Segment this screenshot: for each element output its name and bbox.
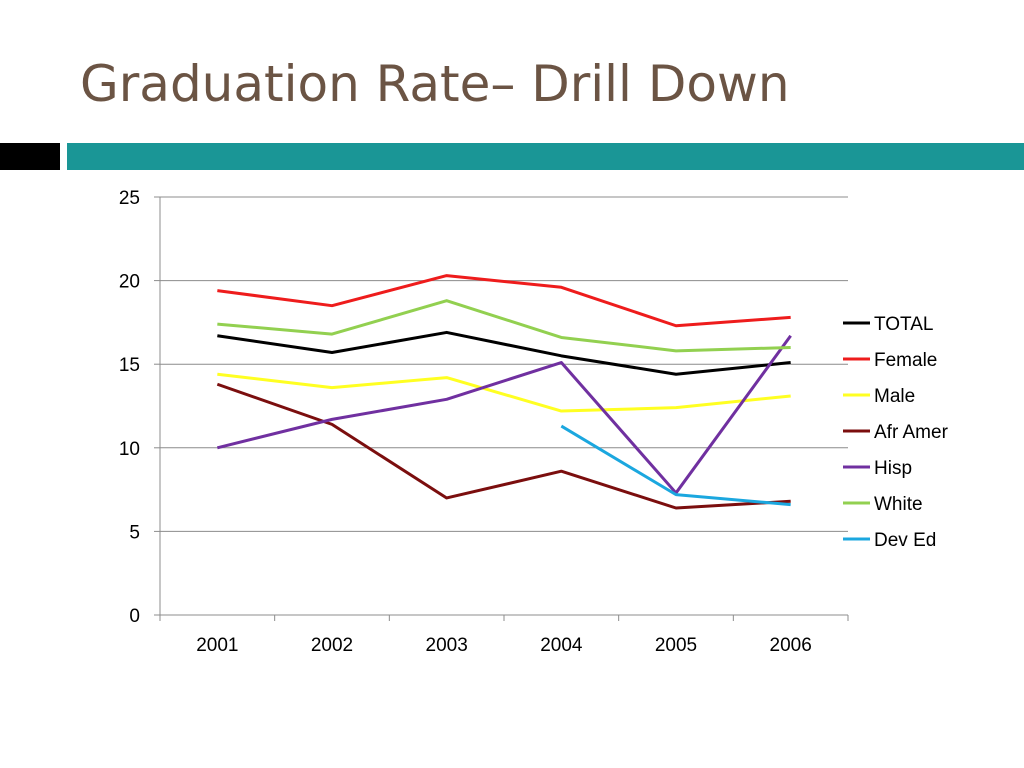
series-line-male — [217, 372, 791, 413]
x-tick-label: 2002 — [311, 635, 353, 656]
legend-label: TOTAL — [874, 314, 933, 335]
y-tick-label: 5 — [129, 522, 140, 543]
chart-series — [216, 274, 792, 510]
legend-label: Dev Ed — [874, 530, 936, 551]
series-line-afr-amer — [216, 382, 791, 510]
chart-legend: TOTAL Female Male Afr Amer Hisp White Dev Ed — [843, 314, 949, 551]
series-line-white — [217, 299, 791, 353]
slide-title: Graduation Rate– Drill Down — [80, 55, 790, 113]
legend-label: Male — [874, 386, 915, 407]
title-underline-black-bar — [0, 143, 60, 170]
y-tick-label: 15 — [119, 355, 140, 376]
chart-axes: 0 5 10 15 20 25 2001 2002 2003 2004 2005 2006 — [119, 188, 849, 656]
series-line-hisp — [216, 334, 792, 495]
chart-gridlines — [160, 196, 848, 532]
y-tick-label: 0 — [129, 606, 140, 627]
x-tick-label: 2006 — [770, 635, 812, 656]
y-tick-label: 25 — [119, 188, 140, 209]
legend-label: White — [874, 494, 923, 515]
series-line-dev-ed — [560, 424, 791, 507]
x-tick-label: 2003 — [426, 635, 468, 656]
legend-label: Afr Amer — [874, 422, 949, 443]
line-chart: 0 5 10 15 20 25 2001 2002 2003 2004 2005 2006 TOTAL… — [119, 188, 949, 656]
series-line-total — [217, 330, 791, 376]
legend-label: Female — [874, 350, 937, 371]
x-tick-label: 2004 — [540, 635, 583, 656]
legend-label: Hisp — [874, 458, 912, 479]
x-tick-label: 2001 — [196, 635, 238, 656]
x-tick-label: 2005 — [655, 635, 697, 656]
series-line-female — [217, 274, 791, 328]
y-tick-label: 10 — [119, 439, 140, 460]
title-underline-teal-bar — [67, 143, 1024, 170]
y-tick-label: 20 — [119, 272, 140, 293]
